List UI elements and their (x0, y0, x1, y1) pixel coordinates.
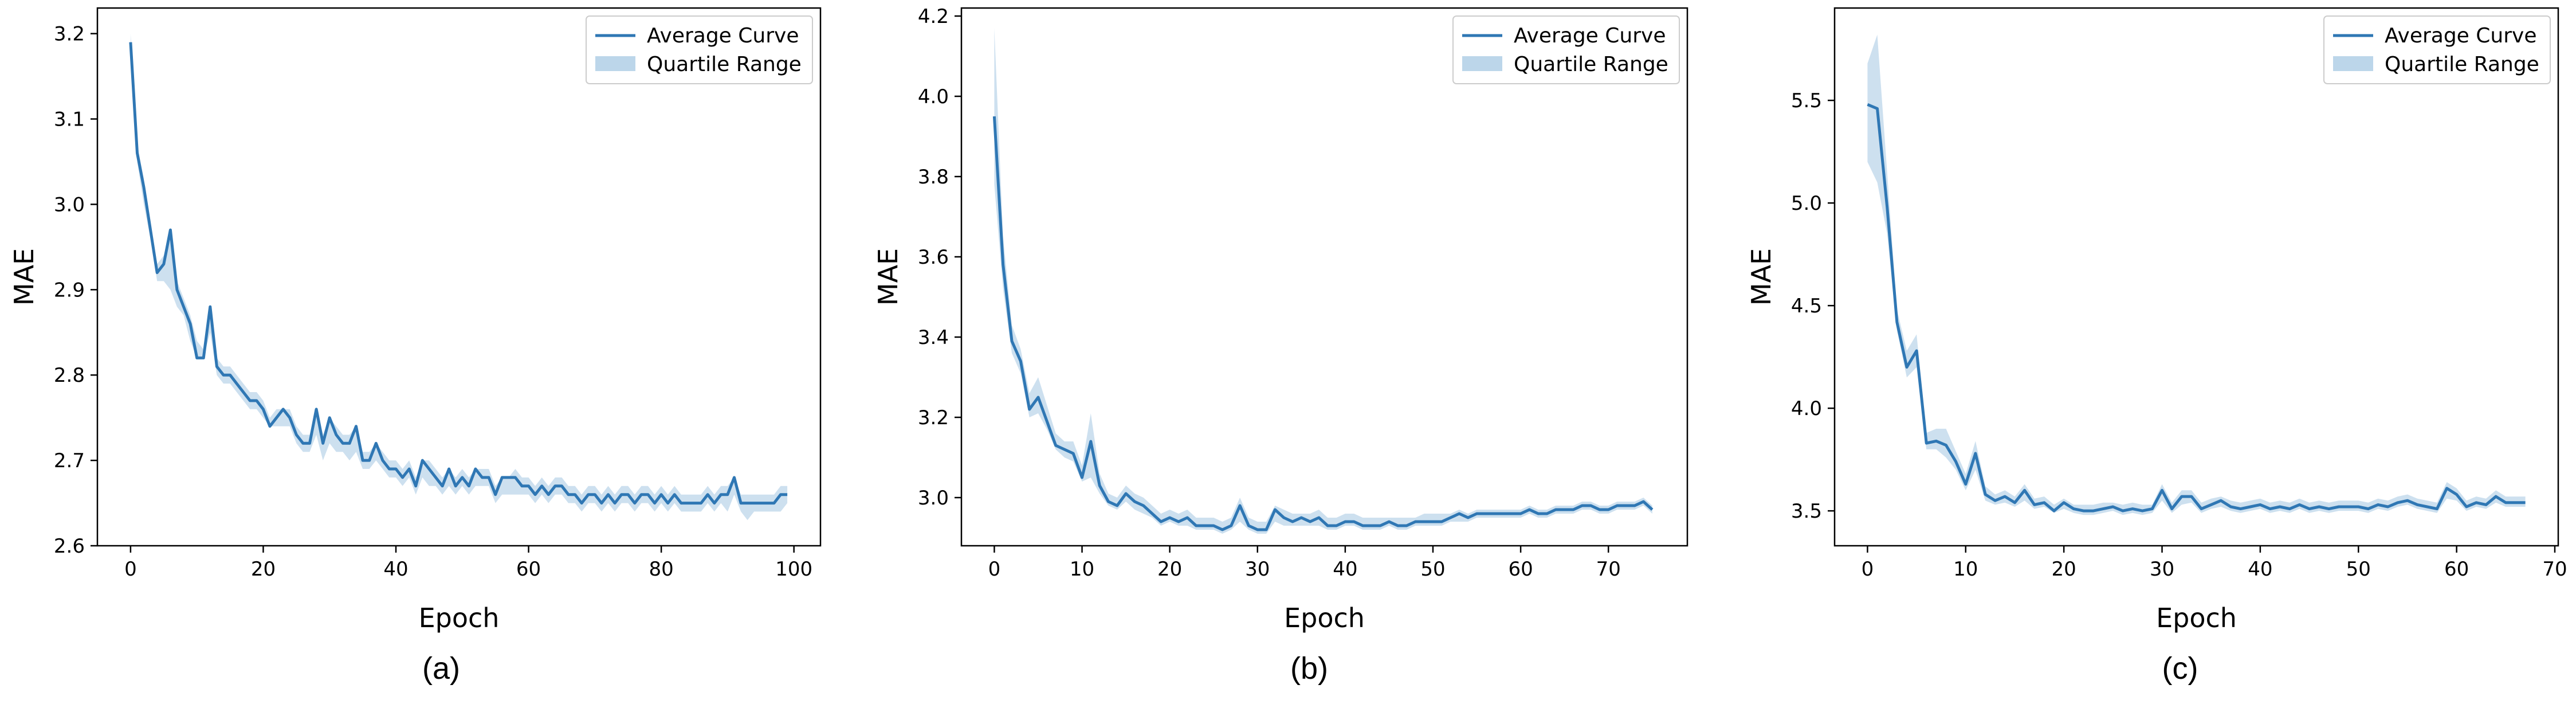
x-tick-label: 10 (1953, 558, 1978, 581)
x-tick-label: 30 (1245, 558, 1270, 581)
x-tick-label: 0 (1862, 558, 1874, 581)
x-tick-label: 20 (2052, 558, 2076, 581)
legend: Average Curve Quartile Range (1452, 15, 1680, 84)
x-tick-label: 100 (775, 558, 812, 581)
y-axis-label: MAE (9, 248, 40, 306)
panel-caption: (c) (2162, 651, 2198, 686)
average-curve-line (129, 42, 788, 505)
legend-label-quartile: Quartile Range (2385, 53, 2539, 76)
chart-panel-2: 0 10 20 30 40 50 60 70 3.0 3.2 3.4 3.6 3.8 4.0 4.2 Epoc… (873, 5, 1688, 686)
x-tick-label: 80 (649, 558, 673, 581)
x-tick-label: 0 (988, 558, 1001, 581)
legend-label-quartile: Quartile Range (647, 53, 802, 76)
x-tick-label: 40 (2248, 558, 2272, 581)
x-tick-label: 70 (2542, 558, 2567, 581)
x-axis-label: Epoch (419, 603, 500, 633)
plot-frame (1833, 7, 2559, 547)
y-tick-label: 2.7 (54, 449, 85, 472)
y-tick-label: 3.6 (918, 246, 949, 269)
y-tick-label: 4.5 (1791, 295, 1822, 318)
chart-panel-3: 0 10 20 30 40 50 60 70 3.5 4.0 4.5 5.0 5.5 Epoch MAE (c… (1746, 7, 2567, 686)
x-axis-label: Epoch (1284, 603, 1365, 633)
legend-band-swatch (2333, 56, 2373, 71)
y-tick-label: 2.9 (54, 279, 85, 302)
x-tick-label: 50 (2346, 558, 2371, 581)
x-tick-label: 60 (1508, 558, 1533, 581)
x-tick-label: 10 (1070, 558, 1094, 581)
x-tick-label: 60 (516, 558, 541, 581)
x-tick-label: 60 (2444, 558, 2469, 581)
y-tick-label: 3.1 (54, 108, 85, 131)
quartile-band (130, 33, 788, 521)
x-tick-label: 20 (251, 558, 276, 581)
y-axis-label: MAE (873, 248, 904, 306)
legend-box (2323, 15, 2551, 84)
y-tick-label: 3.4 (918, 326, 949, 349)
y-tick-label: 3.0 (918, 487, 949, 510)
y-tick-label: 3.8 (918, 166, 949, 189)
legend-box (586, 15, 813, 84)
y-tick-label: 4.2 (918, 5, 949, 28)
y-tick-label: 2.8 (54, 364, 85, 387)
plot-frame (960, 7, 1688, 547)
y-tick-label: 5.0 (1791, 192, 1822, 215)
legend-label-average: Average Curve (2385, 24, 2536, 48)
x-tick-label: 70 (1596, 558, 1621, 581)
y-tick-label: 5.5 (1791, 89, 1822, 112)
chart-panel-1: 0 20 40 60 80 100 2.6 2.7 2.8 2.9 3.0 3.1 3.2 Epoch MA… (9, 7, 822, 686)
x-tick-label: 50 (1420, 558, 1445, 581)
average-curve-line (992, 116, 1654, 531)
x-tick-label: 30 (2150, 558, 2174, 581)
y-tick-label: 3.0 (54, 193, 85, 216)
y-tick-label: 4.0 (918, 85, 949, 108)
x-tick-label: 20 (1157, 558, 1182, 581)
legend-label-average: Average Curve (647, 24, 799, 48)
legend-band-swatch (595, 56, 635, 71)
panel-caption: (a) (422, 651, 460, 686)
quartile-band (1867, 34, 2526, 515)
x-tick-label: 40 (1333, 558, 1357, 581)
legend: Average Curve Quartile Range (586, 15, 813, 84)
x-tick-label: 0 (124, 558, 137, 581)
x-axis-label: Epoch (2156, 603, 2237, 633)
y-tick-label: 3.2 (918, 406, 949, 429)
y-tick-label: 2.6 (54, 535, 85, 558)
legend: Average Curve Quartile Range (2323, 15, 2551, 84)
legend-label-average: Average Curve (1514, 24, 1666, 48)
x-tick-label: 40 (383, 558, 408, 581)
y-axis-label: MAE (1746, 248, 1777, 306)
average-curve-line (1867, 103, 2526, 513)
y-tick-label: 3.5 (1791, 500, 1822, 523)
legend-band-swatch (1462, 56, 1502, 71)
legend-box (1452, 15, 1680, 84)
y-tick-label: 3.2 (54, 23, 85, 46)
y-tick-label: 4.0 (1791, 397, 1822, 420)
legend-label-quartile: Quartile Range (1514, 53, 1668, 76)
plot-frame (96, 7, 822, 547)
panel-caption: (b) (1290, 651, 1328, 686)
